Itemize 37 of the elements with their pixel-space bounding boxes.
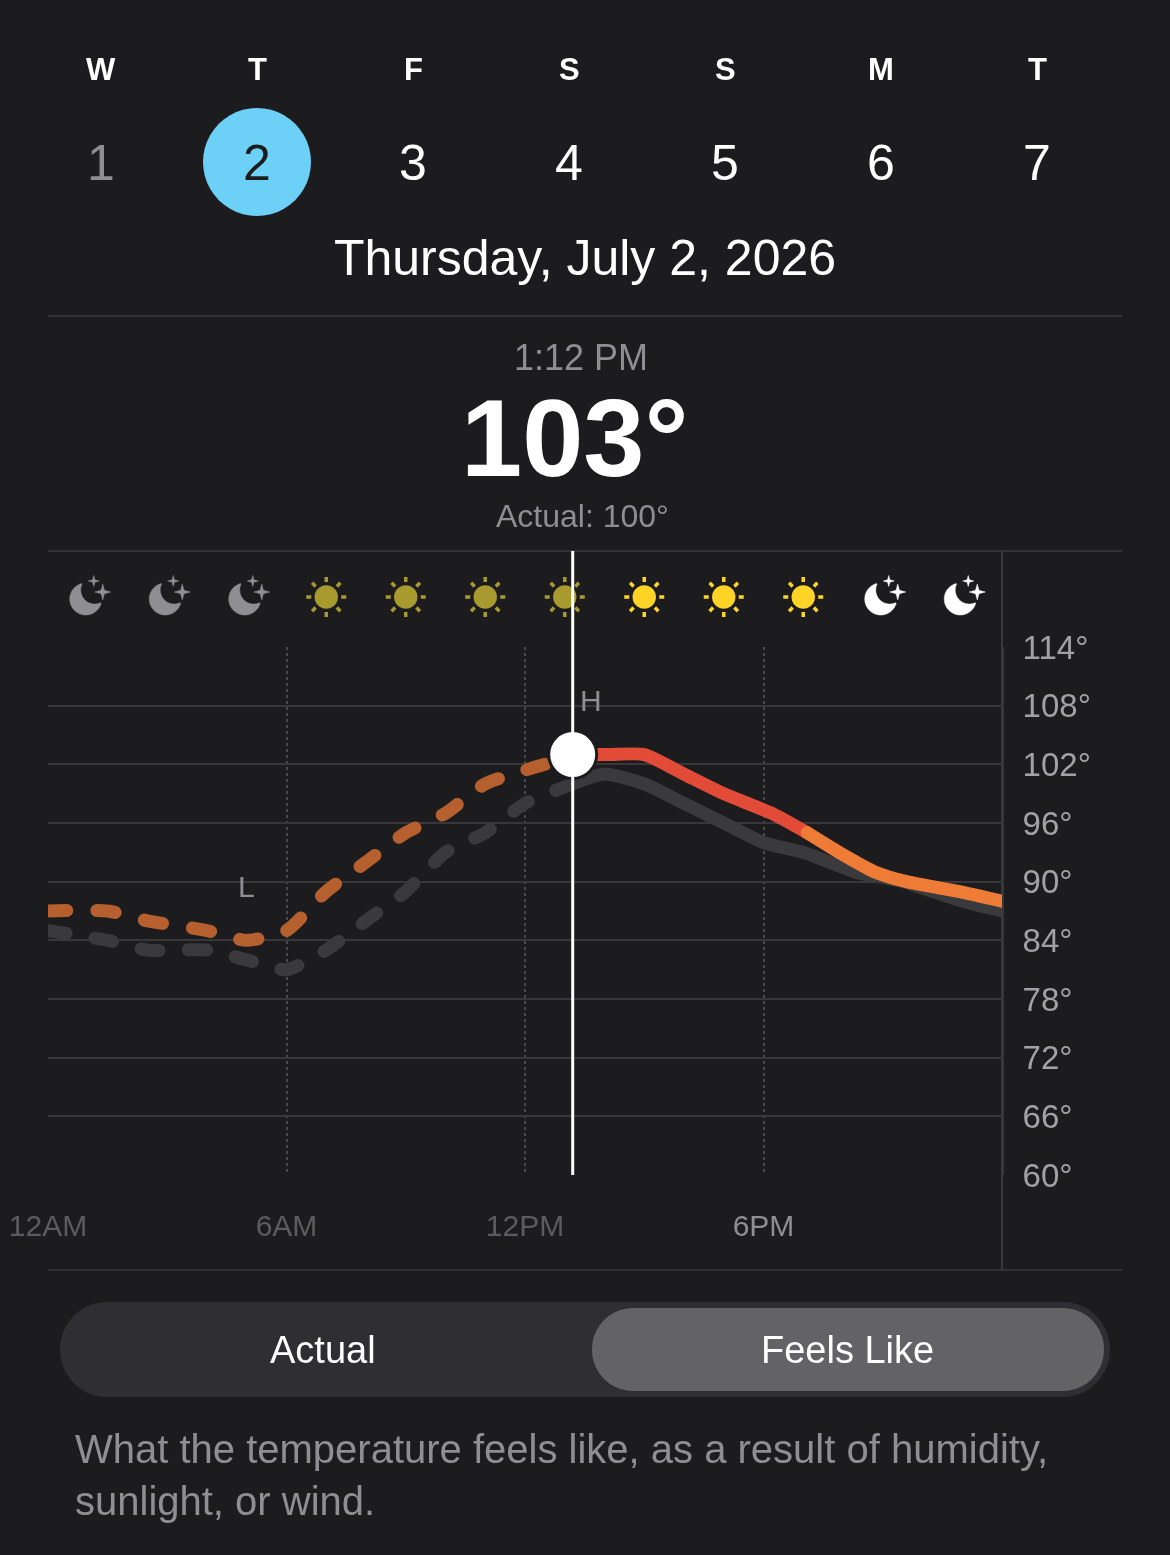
text: S (715, 52, 736, 87)
y-tick-label: 102° (1022, 745, 1091, 783)
text: What the temperature feels like, as a result of humidity, sunlight, or wind. (75, 1427, 1049, 1523)
y-tick-label: 60° (1022, 1156, 1073, 1194)
text: 6 (867, 135, 895, 191)
text: 4 (555, 135, 583, 191)
text: T (248, 52, 267, 87)
y-tick-label: 72° (1022, 1039, 1073, 1077)
x-tick-label: 12PM (485, 1209, 565, 1242)
text: Feels Like (761, 1329, 935, 1371)
text: 3 (399, 135, 427, 191)
text: 2 (243, 135, 271, 191)
text: 7 (1023, 135, 1051, 191)
y-tick-label: 114° (1022, 628, 1089, 666)
text: M (868, 52, 894, 87)
text: Actual (270, 1329, 376, 1371)
y-tick-label: 66° (1022, 1097, 1073, 1135)
y-tick-label: 84° (1022, 921, 1073, 959)
x-tick-label: 12AM (8, 1209, 88, 1242)
text: S (559, 52, 580, 87)
text: F (404, 52, 423, 87)
text: 103° (461, 376, 689, 499)
annotation: L (238, 870, 255, 903)
text: T (1028, 52, 1047, 87)
text: Actual: 100° (496, 498, 669, 534)
text: 1:12 PM (514, 337, 649, 378)
x-tick-label: 6AM (255, 1209, 318, 1242)
y-tick-label: 78° (1022, 980, 1073, 1018)
x-tick-label: 6PM (732, 1209, 795, 1242)
text: 5 (711, 135, 739, 191)
text: 1 (87, 135, 115, 191)
y-tick-label: 96° (1022, 804, 1073, 842)
y-tick-label: 108° (1022, 687, 1091, 725)
text: W (86, 52, 116, 87)
chart-title: Thursday, July 2, 2026 (333, 229, 837, 286)
annotation: H (580, 684, 602, 717)
y-tick-label: 90° (1022, 863, 1073, 901)
